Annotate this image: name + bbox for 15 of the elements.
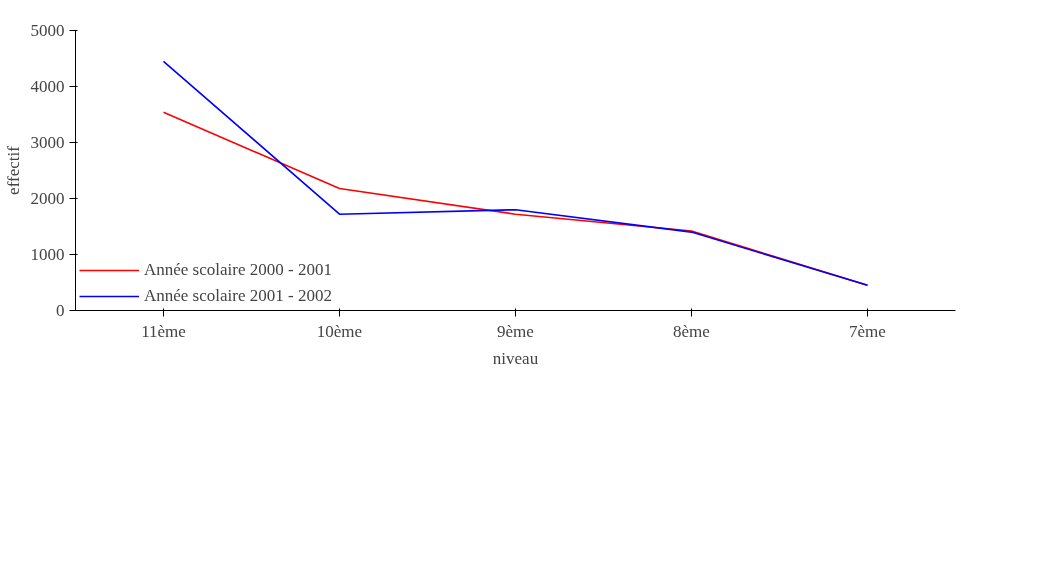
- y-tick-label: 2000: [30, 189, 65, 208]
- legend-label: Année scolaire 2000 - 2001: [144, 260, 332, 280]
- y-tick-label: 1000: [30, 245, 65, 264]
- x-tick-label: 9ème: [497, 321, 534, 341]
- y-tick-label: 4000: [30, 77, 65, 96]
- y-tick-label: 3000: [30, 133, 65, 152]
- y-tick-label: 0: [56, 301, 65, 320]
- x-tick-label: 11ème: [141, 321, 186, 341]
- x-axis-title: niveau: [492, 348, 539, 368]
- x-tick-label: 8ème: [673, 321, 710, 341]
- y-tick-label: 5000: [30, 21, 65, 40]
- x-tick-label: 10ème: [316, 321, 363, 341]
- x-tick-label: 7ème: [849, 321, 886, 341]
- legend-label: Année scolaire 2001 - 2002: [144, 286, 332, 306]
- y-axis-title: effectif: [3, 145, 23, 195]
